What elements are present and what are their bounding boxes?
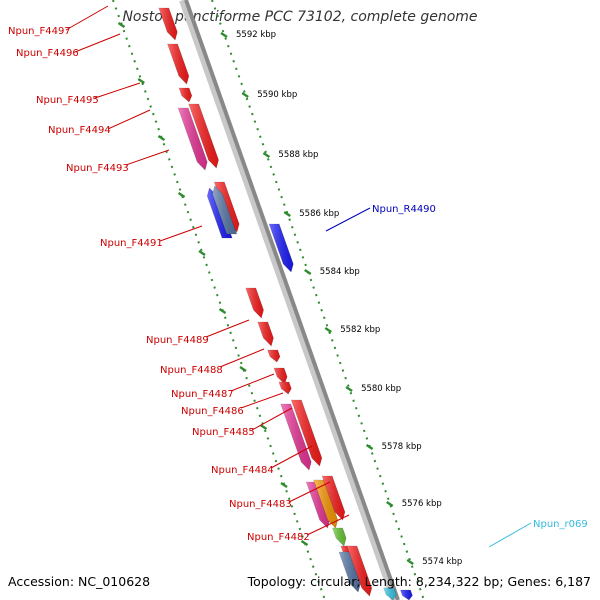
- tick-mark: [345, 386, 353, 392]
- tick-mark: [117, 22, 126, 28]
- gene-arrow: [400, 589, 413, 600]
- gene-arrow: [273, 367, 288, 385]
- map-title: Nostoc punctiforme PCC 73102, complete g…: [122, 9, 478, 25]
- gene-label-npun-f4485: Npun_F4485: [192, 427, 255, 438]
- leader-line: [74, 33, 121, 53]
- gene-arrow: [280, 403, 312, 471]
- gene-arrow: [313, 479, 339, 529]
- tick-marks: 5592 kbp 5590 kbp 5588 kbp 5586 kbp 5584 kbp…: [117, 22, 462, 567]
- leader-line: [325, 207, 371, 232]
- tick-label-5584-kbp: 5584 kbp: [320, 267, 360, 277]
- tick-label-5590-kbp: 5590 kbp: [257, 90, 297, 100]
- tick-label-5574-kbp: 5574 kbp: [422, 557, 462, 567]
- gene-arrow: [257, 321, 274, 347]
- gene-arrow: [267, 349, 281, 363]
- gene-label-npun-f4491: Npun_F4491: [100, 238, 163, 249]
- gene-arrow: [212, 185, 238, 235]
- genome-backbone: [179, 0, 399, 600]
- tick-label-5588-kbp: 5588 kbp: [278, 150, 318, 160]
- gene-label-npun-f4487: Npun_F4487: [171, 389, 234, 400]
- tick-label-5578-kbp: 5578 kbp: [382, 442, 422, 452]
- gene-arrow: [245, 287, 264, 319]
- tick-mark: [177, 192, 186, 198]
- tick-mark: [324, 327, 332, 333]
- tick-mark: [280, 482, 288, 488]
- gene-label-npun-f4493: Npun_F4493: [66, 163, 129, 174]
- gene-labels: Npun_F4497 Npun_F4496 Npun_F4495 Npun_F4494…: [8, 5, 588, 548]
- tick-mark: [220, 32, 228, 38]
- tick-mark: [259, 424, 268, 430]
- tick-label-5576-kbp: 5576 kbp: [402, 499, 442, 509]
- leader-line: [251, 407, 293, 431]
- tick-mark: [304, 269, 312, 275]
- leader-line: [94, 82, 141, 99]
- leader-line: [159, 225, 203, 242]
- tick-mark: [218, 308, 227, 314]
- gene-label-npun-f4486: Npun_F4486: [181, 406, 244, 417]
- gene-arrow: [188, 103, 219, 169]
- gene-arrow: [158, 7, 178, 41]
- gene-arrow: [346, 545, 373, 597]
- gene-label-npun-f4496: Npun_F4496: [16, 48, 79, 59]
- gene-label-npun-r069: Npun_r069: [533, 519, 588, 530]
- gene-label-npun-f4482: Npun_F4482: [247, 532, 310, 543]
- leader-line: [306, 514, 350, 536]
- genome-summary-text: Topology: circular; Length: 8,234,322 bp…: [247, 574, 591, 589]
- accession-text: Accession: NC_010628: [8, 574, 151, 589]
- tick-mark: [365, 444, 374, 450]
- gene-arrow: [383, 587, 397, 600]
- gene-arrow: [332, 527, 347, 547]
- gene-arrow: [338, 551, 361, 593]
- tick-mark: [300, 540, 309, 546]
- leader-line: [107, 109, 151, 130]
- tick-mark: [386, 501, 394, 507]
- gene-arrow: [278, 381, 292, 395]
- gene-arrow: [321, 475, 346, 521]
- tick-label-5586-kbp: 5586 kbp: [299, 209, 339, 219]
- gene-label-npun-f4483: Npun_F4483: [229, 499, 292, 510]
- gene-arrow: [178, 87, 193, 103]
- tick-label-5580-kbp: 5580 kbp: [361, 384, 401, 394]
- tick-mark: [157, 135, 166, 141]
- gene-label-npun-r4490: Npun_R4490: [372, 204, 436, 215]
- tick-mark: [406, 559, 414, 565]
- gene-features: [158, 7, 413, 600]
- gene-label-npun-f4484: Npun_F4484: [211, 465, 274, 476]
- tick-mark: [198, 250, 206, 256]
- gene-label-npun-f4488: Npun_F4488: [160, 365, 223, 376]
- tick-mark: [262, 152, 271, 158]
- leader-line: [230, 373, 275, 392]
- leader-line: [125, 149, 170, 166]
- gene-label-npun-f4494: Npun_F4494: [48, 125, 111, 136]
- gene-arrow: [268, 223, 294, 273]
- tick-mark: [283, 211, 291, 217]
- gene-arrow: [177, 107, 208, 171]
- tick-mark: [241, 92, 249, 98]
- leader-line: [270, 445, 313, 469]
- genome-backbone-shadow: [184, 0, 400, 600]
- tick-mark: [137, 78, 145, 84]
- tick-label-5582-kbp: 5582 kbp: [340, 325, 380, 335]
- gene-label-npun-f4497: Npun_F4497: [8, 26, 71, 37]
- tick-label-5592-kbp: 5592 kbp: [236, 30, 276, 40]
- leader-line: [288, 481, 331, 503]
- leader-line: [488, 522, 532, 548]
- gene-label-npun-f4489: Npun_F4489: [146, 335, 209, 346]
- leader-line: [240, 392, 284, 409]
- gene-label-npun-f4495: Npun_F4495: [36, 95, 99, 106]
- leader-line: [219, 348, 265, 368]
- tick-mark: [239, 366, 247, 372]
- leader-line: [205, 319, 250, 338]
- leader-line: [65, 5, 109, 31]
- gene-arrow: [167, 43, 190, 85]
